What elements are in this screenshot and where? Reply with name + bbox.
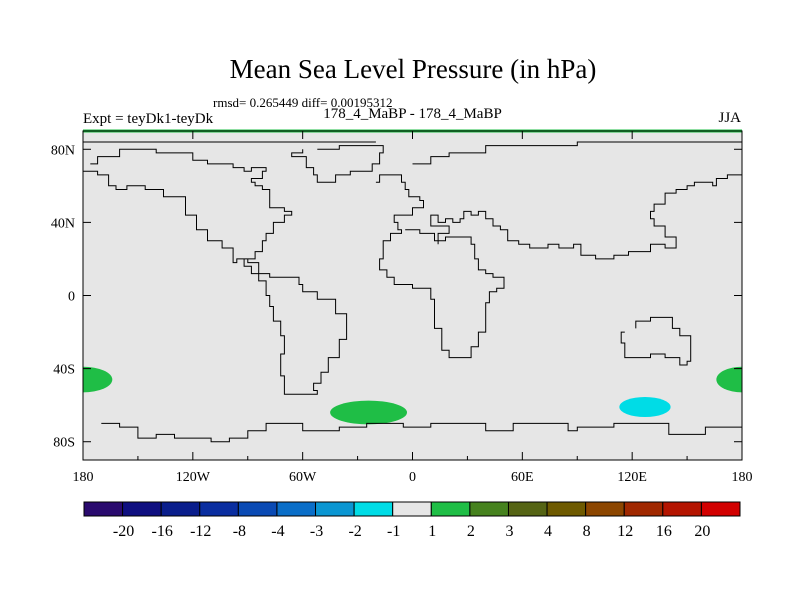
colorbar-label: 3	[505, 523, 513, 540]
colorbar-swatch	[237, 501, 278, 517]
colorbar-label: -20	[113, 523, 134, 540]
colorbar-label: 2	[467, 523, 475, 540]
colorbar-swatch	[430, 501, 471, 517]
stats-line: rmsd= 0.265449 diff= 0.00195312	[213, 95, 393, 110]
colorbar-swatch	[353, 501, 394, 517]
colorbar-label: 20	[694, 523, 710, 540]
colorbar-swatch	[585, 501, 625, 517]
colorbar-label: 1	[428, 523, 436, 540]
colorbar-label: 12	[617, 523, 633, 540]
x-tick-label: 120E	[617, 470, 647, 485]
colorbar-swatch	[662, 501, 702, 517]
colorbar-label: 16	[656, 523, 672, 540]
x-tick-label: 180	[73, 470, 94, 485]
coastline-segment	[83, 148, 348, 395]
colorbar-label: -2	[348, 523, 361, 540]
colorbar-swatch	[122, 501, 162, 517]
season-label: JJA	[718, 110, 741, 126]
coastline-segment	[291, 145, 384, 183]
y-tick-label: 80N	[51, 143, 75, 158]
coastline-segment	[620, 316, 692, 366]
coastline-segment	[430, 171, 742, 260]
colorbar-label: -1	[387, 523, 400, 540]
chart-title: Mean Sea Level Pressure (in hPa)	[229, 54, 597, 84]
colorbar-label: 8	[583, 523, 591, 540]
colorbar-swatch	[276, 501, 317, 517]
y-tick-label: 0	[68, 290, 75, 305]
colorbar-label: -3	[310, 523, 323, 540]
y-tick-label: 40S	[53, 363, 75, 378]
x-axis: 180 120W 60W 0 60E 120E 180	[73, 131, 753, 485]
x-tick-label: 180	[732, 470, 753, 485]
coastline-segment	[375, 174, 505, 359]
coastline-segment	[101, 422, 742, 443]
x-tick-label: 120W	[176, 470, 211, 485]
colorbar-label: -12	[190, 523, 211, 540]
anomaly-dateline-positive-east	[716, 366, 742, 393]
colorbar-swatch	[392, 501, 432, 517]
anomaly-dateline-positive-west	[83, 366, 113, 393]
colorbar-swatch	[83, 501, 124, 517]
y-tick-label: 40N	[51, 216, 75, 231]
x-tick-label: 60W	[289, 470, 317, 485]
coastline-segment	[412, 141, 742, 165]
y-tick-label: 80S	[53, 436, 75, 451]
colorbar-swatch	[469, 501, 509, 517]
y-axis: 80N 40N 0 40S 80S	[51, 143, 742, 451]
x-tick-label: 0	[409, 470, 416, 485]
experiment-label: Expt = teyDk1-teyDk	[83, 111, 214, 127]
colorbar-swatch	[546, 501, 587, 517]
anomaly-regions	[83, 366, 742, 425]
colorbar-swatch	[700, 501, 741, 517]
colorbar-swatch	[507, 501, 548, 517]
x-tick-label: 60E	[511, 470, 534, 485]
colorbar-swatch	[160, 501, 201, 517]
colorbar-swatch	[623, 501, 664, 517]
colorbar: -20 -16 -12 -8 -4 -3 -2 -1 1 2 3 4 8 12 16 20	[83, 501, 741, 540]
anomaly-southwest-pacific-negative	[619, 396, 671, 418]
colorbar-label: -8	[233, 523, 246, 540]
colorbar-label: -4	[271, 523, 284, 540]
colorbar-label: -16	[152, 523, 173, 540]
colorbar-label: 4	[544, 523, 552, 540]
comparison-label: 178_4_MaBP - 178_4_MaBP	[323, 106, 502, 122]
coastlines	[83, 141, 742, 443]
anomaly-south-atlantic-positive	[330, 400, 408, 425]
colorbar-swatch	[199, 501, 239, 517]
colorbar-swatch	[315, 501, 355, 517]
